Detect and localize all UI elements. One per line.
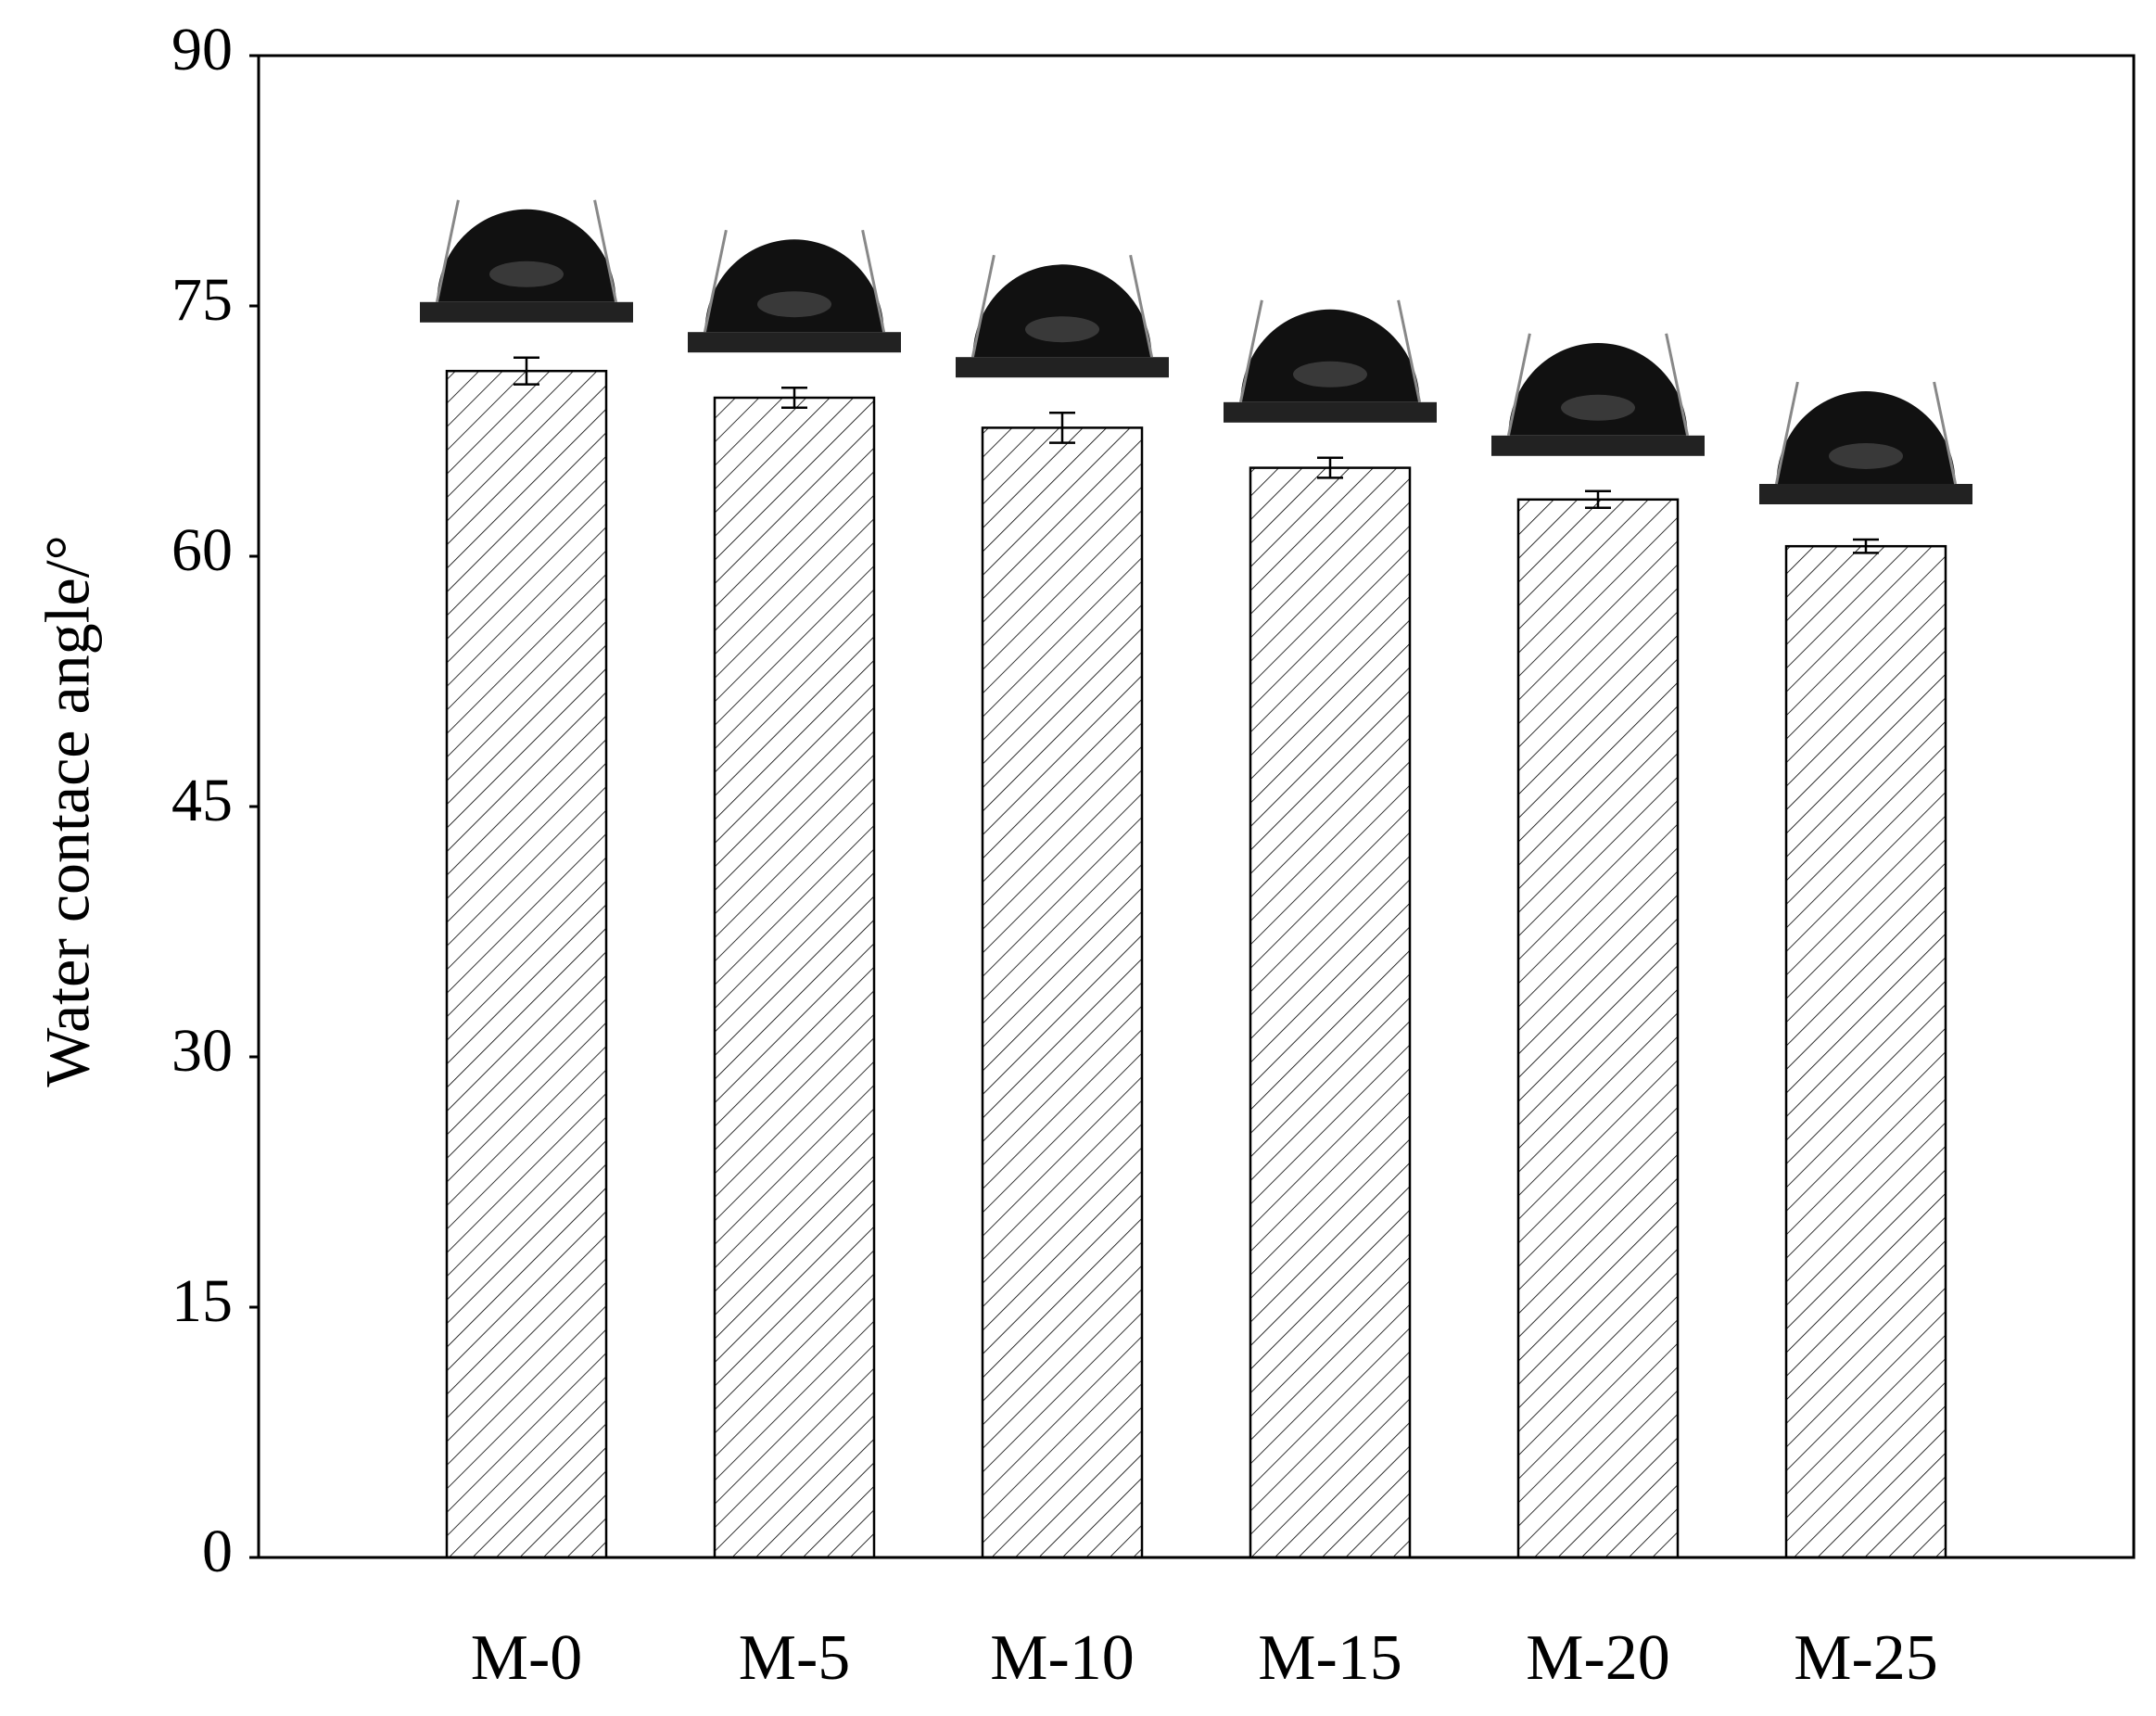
droplet-needle: [1129, 254, 1154, 358]
droplet-needle: [1506, 333, 1531, 437]
droplet-needle: [593, 199, 618, 303]
bar-hatch: [713, 396, 876, 1559]
x-tick-label: M-20: [1526, 1622, 1670, 1694]
droplet-needle: [703, 229, 728, 333]
x-tick-label: M-15: [1258, 1622, 1402, 1694]
x-tick-label: M-0: [471, 1622, 583, 1694]
droplet: [972, 264, 1152, 358]
error-bar: [781, 386, 807, 410]
bar-hatch: [1249, 466, 1412, 1559]
droplet: [1240, 309, 1420, 402]
droplet-needle: [1665, 333, 1690, 437]
bar-hatch: [445, 369, 608, 1559]
error-bar: [1585, 489, 1611, 510]
y-axis-label: Water contace angle/°: [32, 535, 103, 1087]
droplet-highlight: [1829, 443, 1903, 469]
y-tick-label: 0: [202, 1518, 233, 1585]
bar-hatch: [1516, 498, 1680, 1559]
droplet: [1776, 390, 1956, 484]
droplet: [437, 209, 616, 302]
x-tick-label: M-5: [739, 1622, 851, 1694]
plot-frame: [257, 54, 2136, 1559]
droplet-needle: [1933, 381, 1958, 485]
droplet-needle: [970, 254, 996, 358]
y-tick-label: 45: [171, 767, 233, 834]
droplet-highlight: [757, 291, 831, 318]
droplet-highlight: [1561, 394, 1635, 421]
droplet-substrate: [1759, 484, 1972, 504]
x-tick-label: M-10: [990, 1622, 1135, 1694]
droplet: [1508, 342, 1688, 436]
droplet-substrate: [420, 301, 633, 323]
y-tick-label: 15: [171, 1267, 233, 1335]
error-bar: [1049, 411, 1075, 444]
droplet-needle: [435, 199, 460, 303]
droplet-highlight: [1293, 361, 1367, 388]
y-tick-label: 90: [171, 16, 233, 83]
droplet-needle: [1774, 381, 1799, 485]
error-bar: [1317, 456, 1343, 479]
droplet-substrate: [688, 332, 901, 353]
error-bar: [1853, 538, 1879, 554]
error-bar: [514, 356, 539, 386]
x-tick-label: M-25: [1794, 1622, 1938, 1694]
bar-hatch: [1784, 544, 1947, 1559]
bar-hatch: [981, 426, 1144, 1559]
droplet-highlight: [489, 261, 564, 287]
y-tick-label: 75: [171, 266, 233, 334]
droplet-needle: [1397, 299, 1422, 403]
droplet-substrate: [956, 357, 1169, 378]
droplet-highlight: [1025, 316, 1099, 343]
droplet-needle: [861, 229, 886, 333]
droplet-substrate: [1224, 401, 1437, 423]
y-tick-label: 60: [171, 516, 233, 584]
droplet-needle: [1238, 299, 1263, 403]
droplet-substrate: [1491, 435, 1705, 456]
droplet: [704, 239, 884, 333]
y-tick-label: 30: [171, 1017, 233, 1085]
